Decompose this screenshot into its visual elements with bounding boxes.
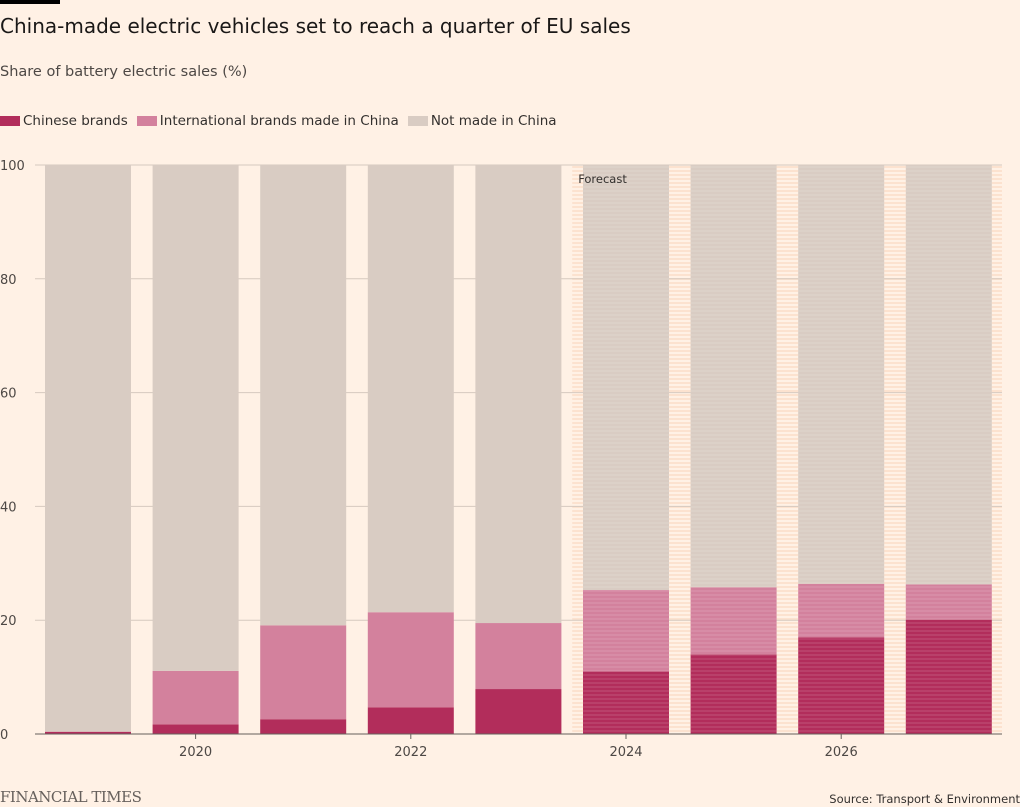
forecast-annotation: Forecast (578, 172, 627, 186)
y-tick-label: 0 (0, 728, 8, 743)
forecast-bar-overlay (583, 165, 669, 591)
chart-subtitle: Share of battery electric sales (%) (0, 64, 248, 80)
bar-segment (367, 612, 454, 708)
bar-segment (475, 689, 562, 734)
bar-segment (260, 625, 347, 720)
forecast-bar-overlay (690, 587, 777, 655)
legend-swatch (136, 116, 157, 126)
brand-bar (0, 0, 60, 4)
bar-segment (152, 670, 239, 725)
source-note: Source: Transport & Environment (829, 792, 1020, 806)
legend-label: Not made in China (430, 113, 557, 129)
legend-swatch (0, 116, 20, 126)
legend: Chinese brands International brands made… (0, 113, 566, 129)
legend-swatch (407, 116, 428, 126)
forecast-bar-overlay (798, 637, 885, 734)
forecast-bar-overlay (690, 165, 777, 588)
stacked-bar-chart: 0 20 40 60 80 100 2020 2022 2024 2026 Forecast (0, 159, 1002, 760)
legend-item-international-brands: International brands made in China (136, 113, 399, 129)
x-tick-label: 2024 (609, 745, 642, 760)
forecast-bar-overlay (798, 165, 885, 584)
legend-label: Chinese brands (23, 113, 128, 129)
forecast-bar-overlay (583, 671, 669, 734)
forecast-bar-overlay (905, 584, 992, 620)
forecast-bar-overlay (583, 590, 669, 672)
x-tick-label: 2022 (394, 745, 427, 760)
bar-segment (152, 724, 239, 734)
bar-segment (152, 165, 239, 671)
forecast-bar-overlay (690, 654, 777, 734)
legend-item-chinese-brands: Chinese brands (0, 113, 128, 129)
x-tick-label: 2020 (179, 745, 212, 760)
forecast-bar-overlay (798, 583, 885, 638)
bar-segment (367, 707, 454, 734)
y-tick-label: 60 (0, 387, 17, 402)
forecast-bar-overlay (905, 165, 992, 585)
ft-logo: FINANCIAL TIMES (0, 788, 142, 806)
bar-segment (260, 719, 347, 734)
y-tick-label: 100 (0, 159, 25, 174)
legend-label: International brands made in China (159, 113, 399, 129)
y-tick-label: 20 (0, 614, 17, 629)
forecast-bar-overlay (905, 619, 992, 734)
bar-segment (45, 731, 131, 734)
legend-item-not-made-in-china: Not made in China (407, 113, 557, 129)
bar-segment (475, 623, 562, 690)
bar-segment (475, 165, 562, 624)
y-tick-label: 80 (0, 273, 17, 288)
bar-segment (367, 165, 454, 613)
chart-title: China-made electric vehicles set to reac… (0, 14, 631, 38)
y-tick-label: 40 (0, 500, 17, 515)
x-tick-label: 2026 (825, 745, 858, 760)
bar-segment (45, 165, 131, 732)
bar-segment (260, 165, 347, 626)
